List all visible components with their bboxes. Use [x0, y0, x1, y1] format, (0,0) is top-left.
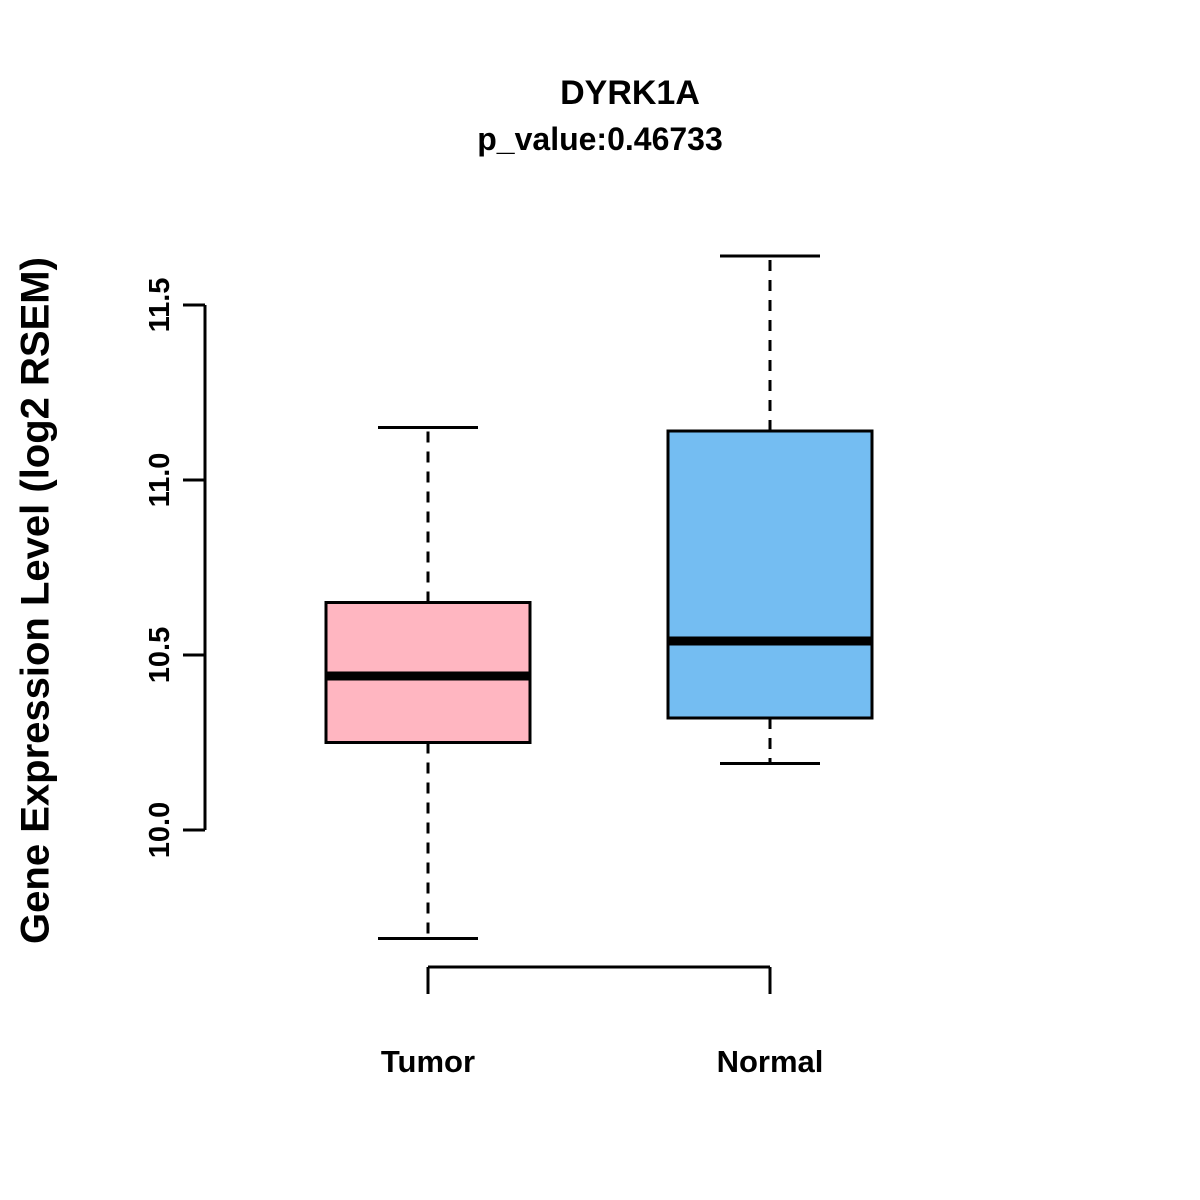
- category-label-tumor: Tumor: [381, 1044, 475, 1079]
- y-tick-label: 11.0: [144, 453, 176, 508]
- chart-subtitle-pvalue: p_value:0.46733: [477, 121, 723, 157]
- box-normal: [666, 429, 874, 720]
- y-tick-label: 10.0: [144, 802, 176, 858]
- category-label-normal: Normal: [717, 1044, 824, 1079]
- y-tick-label: 11.5: [144, 278, 176, 333]
- y-tick-label: 10.5: [144, 627, 176, 683]
- chart-title: DYRK1A: [560, 74, 700, 112]
